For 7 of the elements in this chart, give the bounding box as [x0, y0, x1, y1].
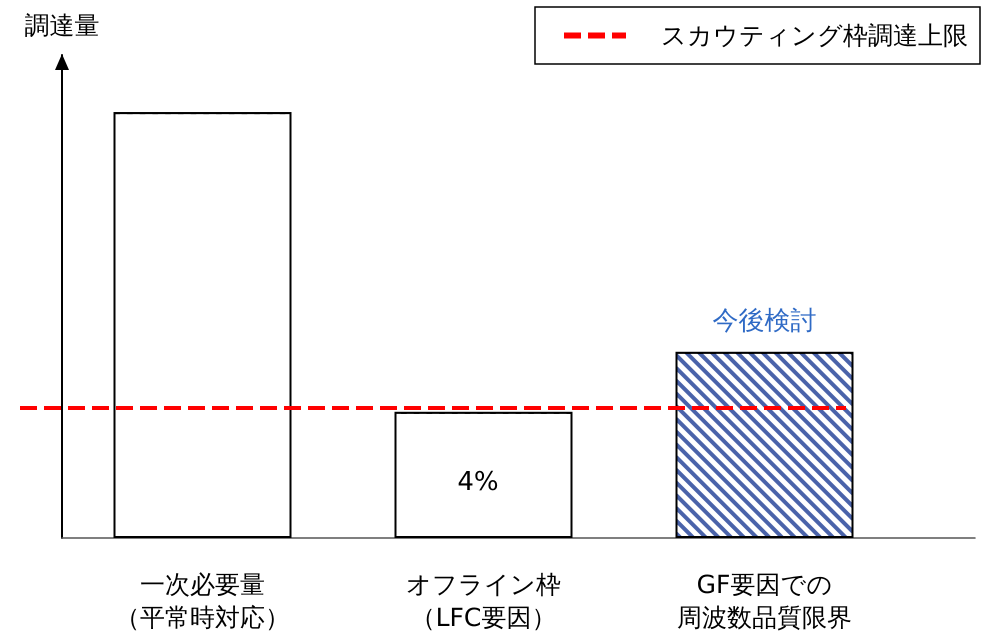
annotation: 4%	[457, 467, 499, 497]
legend-label: スカウティング枠調達上限	[661, 21, 968, 50]
annotation: 今後検討	[712, 306, 816, 336]
x-tick-label: GF要因での周波数品質限界	[677, 570, 852, 632]
x-tick-label: オフライン枠（LFC要因）	[406, 570, 561, 632]
y-axis-title: 調達量	[24, 11, 100, 40]
x-tick-label: 一次必要量（平常時対応）	[115, 570, 290, 632]
